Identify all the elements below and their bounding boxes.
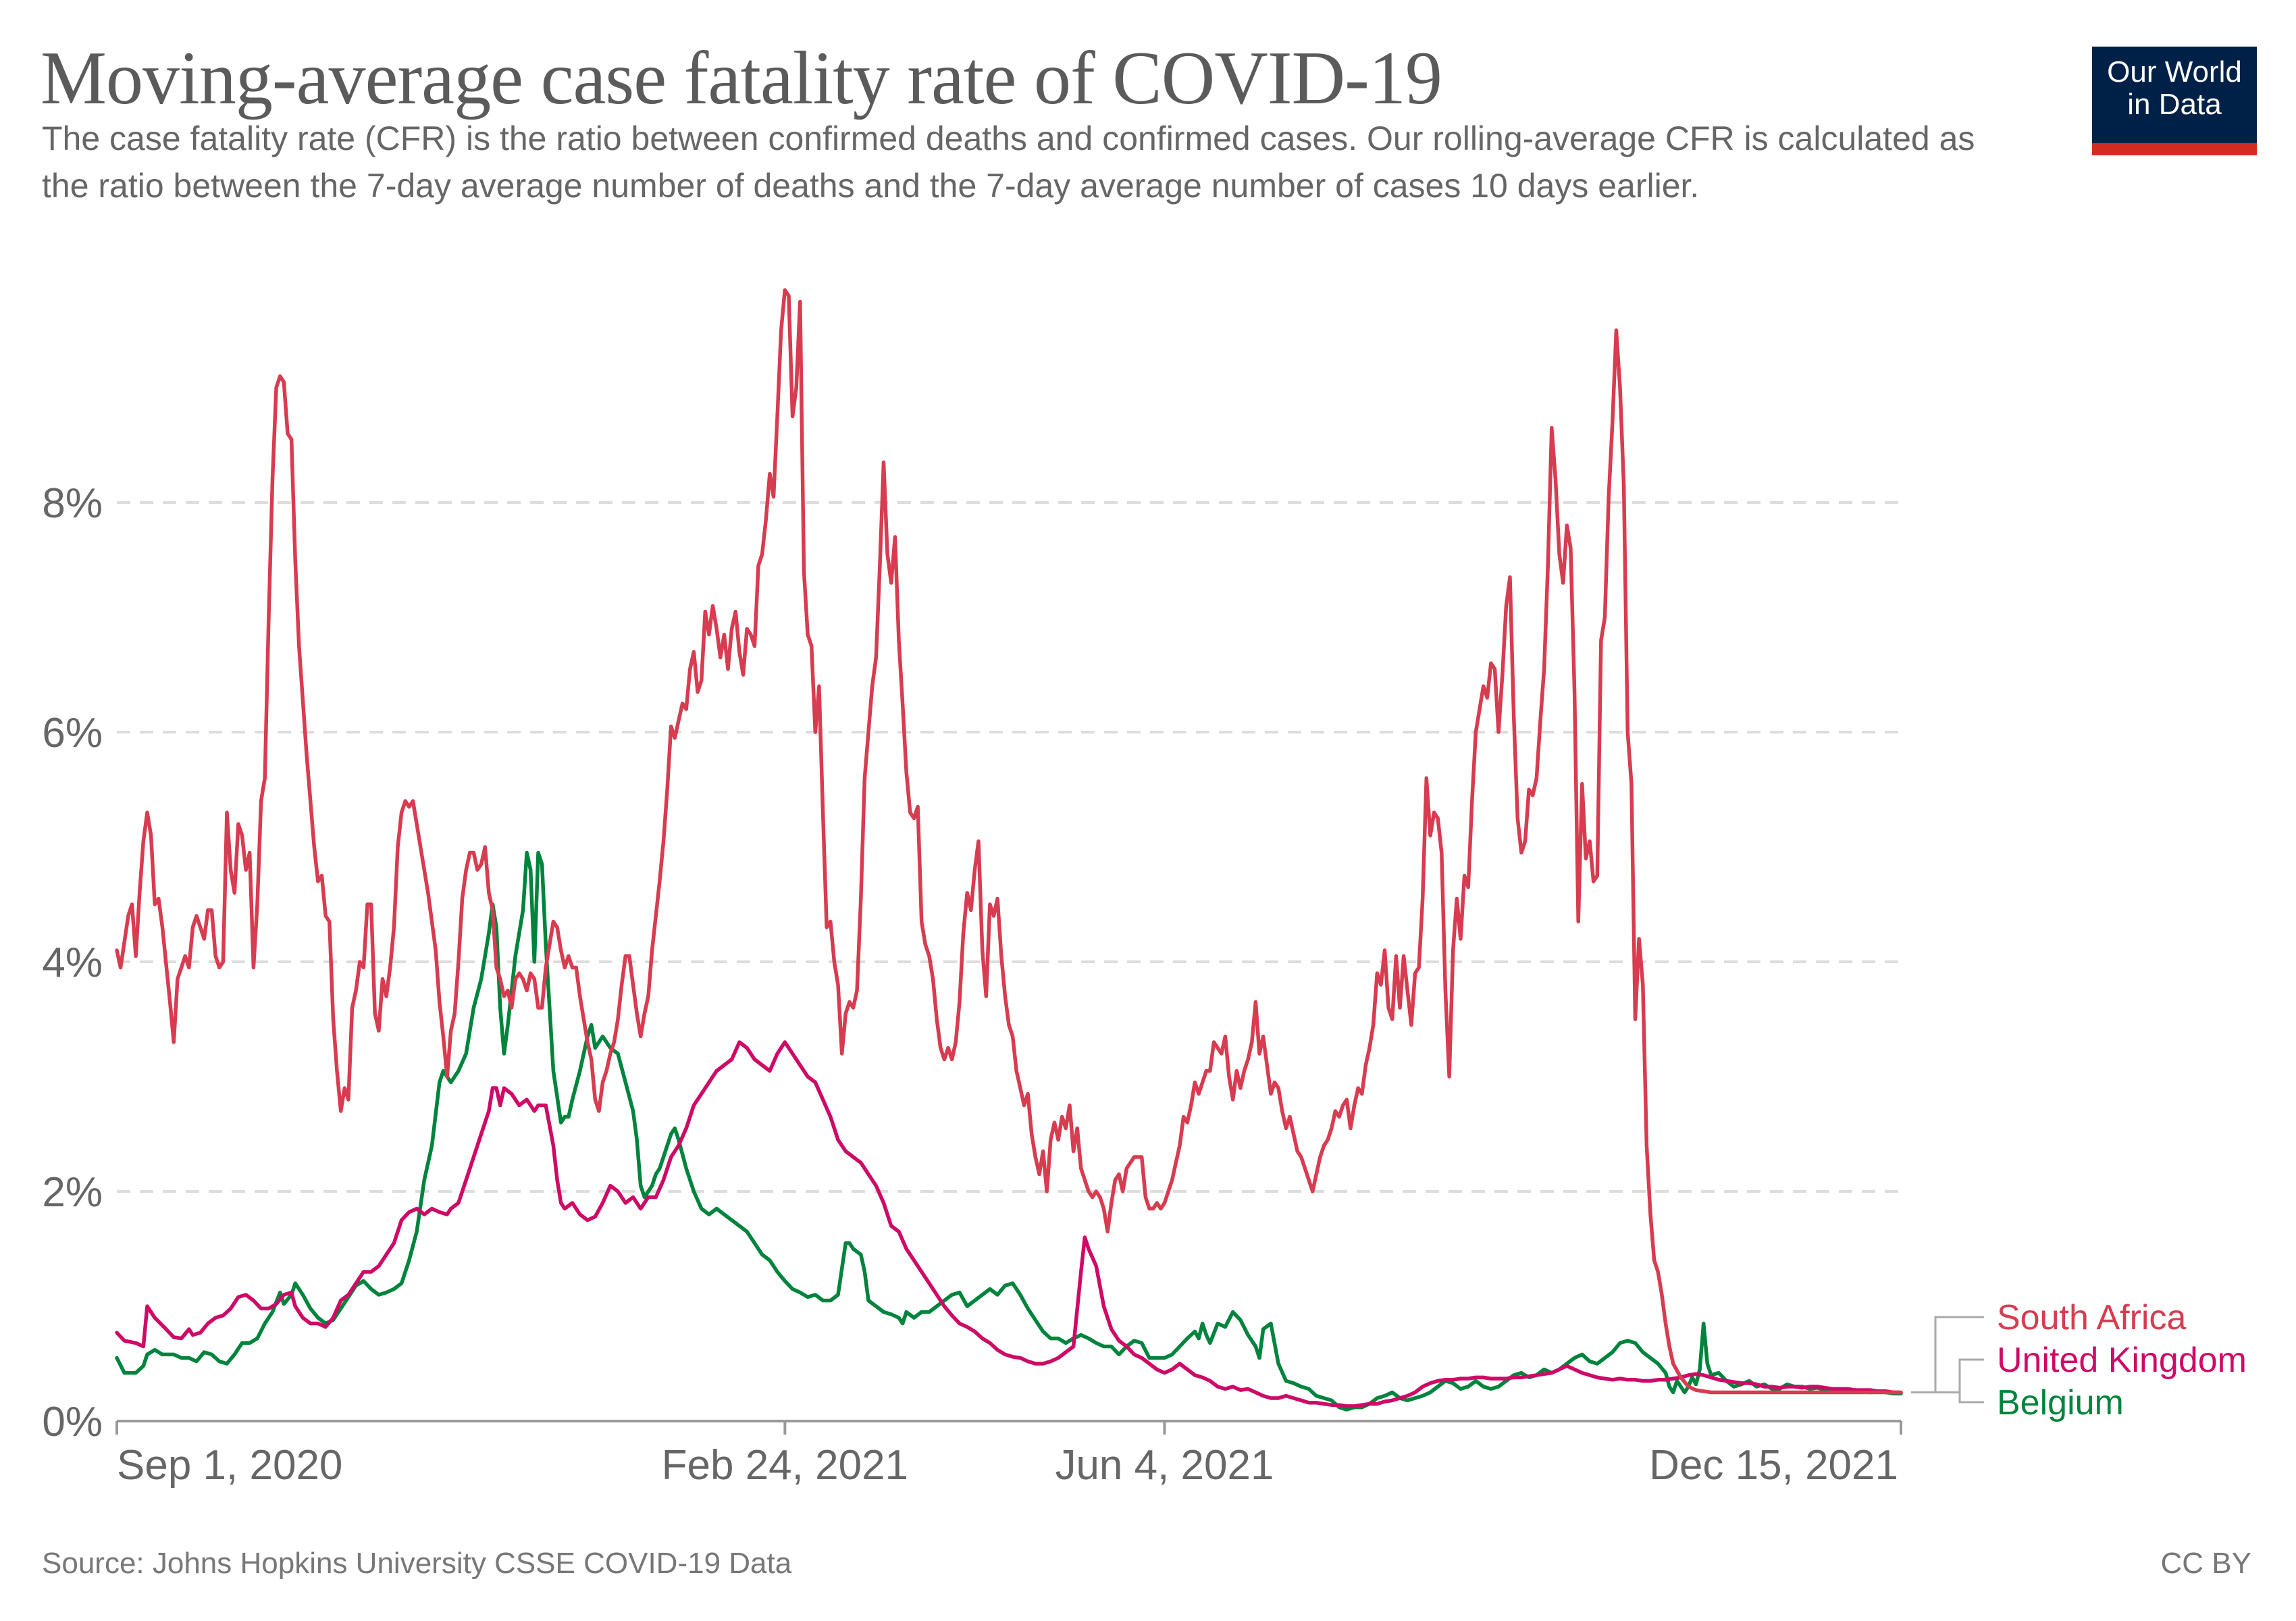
x-tick-label: Jun 4, 2021 xyxy=(1055,1442,1274,1489)
series-line-united-kingdom[interactable] xyxy=(115,1040,1903,1408)
y-axis-tick-labels: 0% 2% 4% 6% 8% xyxy=(42,480,103,1445)
owid-logo[interactable]: Our World in Data xyxy=(2092,47,2257,155)
y-tick-label: 2% xyxy=(42,1169,103,1216)
x-tick-label: Feb 24, 2021 xyxy=(662,1442,908,1489)
y-tick-label: 4% xyxy=(42,940,103,986)
chart-subtitle: The case fatality rate (CFR) is the rati… xyxy=(42,120,1975,205)
x-tick-label: Dec 15, 2021 xyxy=(1649,1442,1898,1489)
series-line-belgium[interactable] xyxy=(115,850,1903,1412)
series-line-south-africa[interactable] xyxy=(115,288,1903,1395)
logo-line-1: Our World xyxy=(2107,55,2242,88)
legend-connector xyxy=(1911,1358,1984,1393)
legend-label-belgium[interactable]: Belgium xyxy=(1997,1383,2124,1422)
chart-title: Moving-average case fatality rate of COV… xyxy=(41,36,1442,120)
logo-line-2: in Data xyxy=(2127,88,2222,121)
y-tick-label: 0% xyxy=(42,1399,103,1445)
y-tick-label: 6% xyxy=(42,710,103,756)
legend-connector xyxy=(1911,1316,1984,1393)
logo-text: Our World in Data xyxy=(2092,56,2257,121)
x-axis: Sep 1, 2020 Feb 24, 2021 Jun 4, 2021 Dec 15… xyxy=(115,1420,1902,1489)
x-tick-label: Sep 1, 2020 xyxy=(117,1442,342,1489)
legend-label-south-africa[interactable]: South Africa xyxy=(1997,1298,2186,1337)
license-link[interactable]: CC BY xyxy=(2160,1547,2251,1580)
logo-red-bar xyxy=(2092,143,2257,155)
source-note[interactable]: Source: Johns Hopkins University CSSE CO… xyxy=(42,1547,792,1580)
y-tick-label: 8% xyxy=(42,480,103,527)
legend-connector xyxy=(1911,1391,1984,1404)
legend-label-united-kingdom[interactable]: United Kingdom xyxy=(1997,1341,2247,1380)
series-lines xyxy=(115,288,1903,1412)
